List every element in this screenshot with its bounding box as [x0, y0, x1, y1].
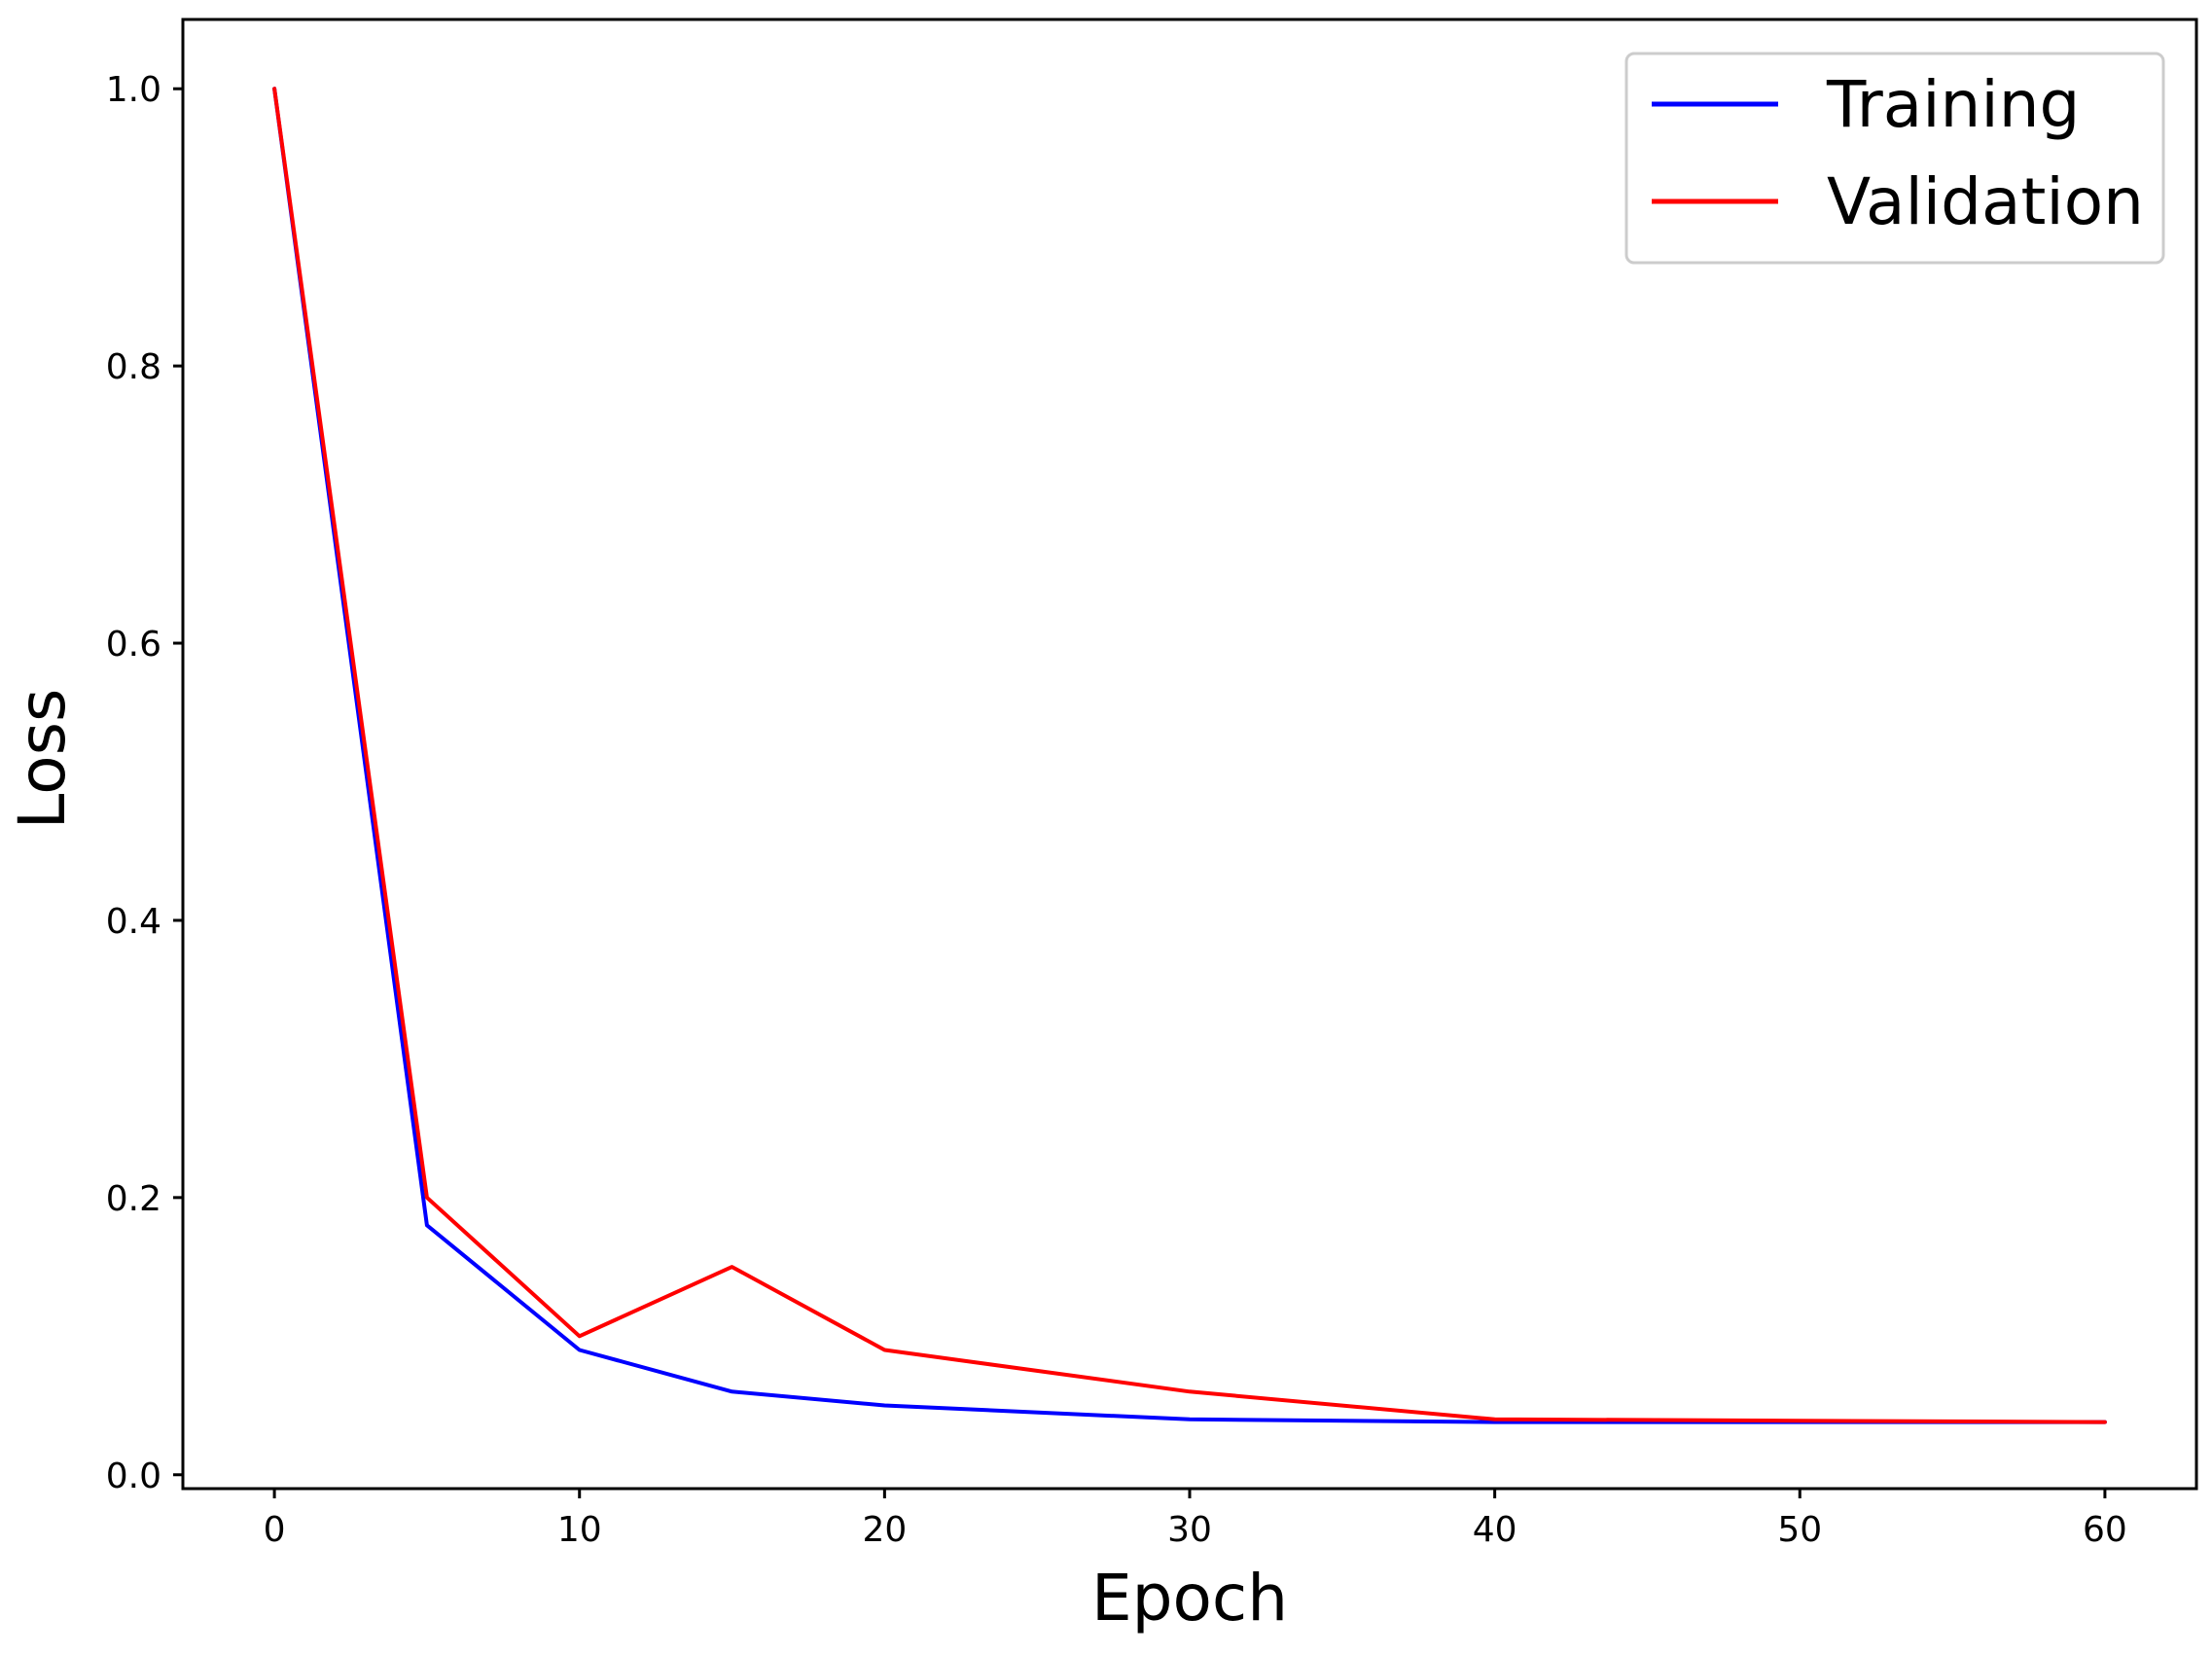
x-tick-label: 40: [1473, 1510, 1517, 1550]
series-line-validation: [272, 87, 2107, 1424]
x-tick-label: 10: [557, 1510, 602, 1550]
y-tick-label: 0.0: [106, 1457, 161, 1496]
y-axis: 0.0 0.2 0.4 0.6 0.8 1.0: [106, 70, 183, 1496]
x-axis-title: Epoch: [1091, 1561, 1288, 1636]
legend: Training Validation: [1624, 52, 2165, 265]
legend-label-training: Training: [1826, 67, 2080, 142]
x-tick-label: 50: [1777, 1510, 1822, 1550]
y-tick-label: 0.8: [106, 347, 161, 387]
y-axis-title: Loss: [5, 689, 80, 830]
series-layer: [272, 87, 2107, 1424]
x-tick-label: 20: [862, 1510, 907, 1550]
x-tick-label: 60: [2083, 1510, 2127, 1550]
plot-area: [181, 18, 2198, 1491]
x-tick-label: 30: [1167, 1510, 1212, 1550]
y-tick-label: 0.6: [106, 625, 161, 665]
x-tick-label: 0: [264, 1510, 286, 1550]
y-tick-label: 0.2: [106, 1179, 161, 1219]
y-tick-label: 1.0: [106, 70, 161, 110]
x-axis: 0 10 20 30 40 50 60: [264, 1489, 2127, 1550]
y-tick-label: 0.4: [106, 902, 161, 942]
legend-label-validation: Validation: [1827, 164, 2144, 239]
